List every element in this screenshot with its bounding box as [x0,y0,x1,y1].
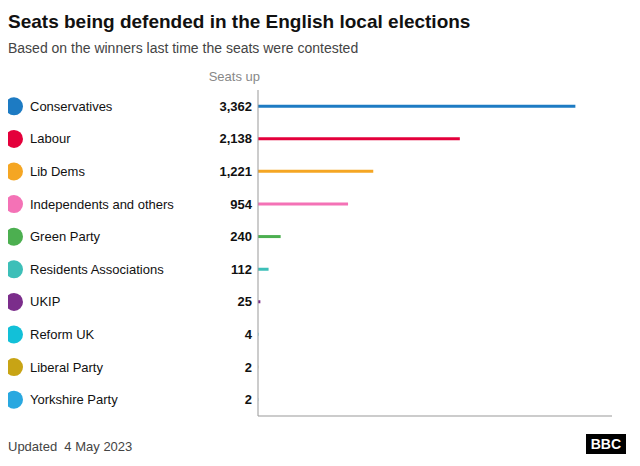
svg-text:UKIP: UKIP [30,294,60,309]
html-text:Updated 4 May 2023: Updated 4 May 2023 [8,439,133,454]
html-text:Seats up: Seats up [208,69,260,84]
svg-text:2,138: 2,138 [219,131,252,146]
svg-text:Liberal Party: Liberal Party [30,360,103,375]
svg-text:2: 2 [245,360,252,375]
svg-text:Residents Associations: Residents Associations [30,262,164,277]
svg-text:112: 112 [231,262,252,277]
svg-text:Reform UK: Reform UK [30,327,95,342]
svg-text:Labour: Labour [30,131,71,146]
svg-text:Independents and others: Independents and others [30,197,174,212]
svg-text:25: 25 [238,294,252,309]
svg-text:954: 954 [230,197,252,212]
svg-text:Green Party: Green Party [30,229,101,244]
svg-text:Lib Dems: Lib Dems [30,164,85,179]
html-text:BBC: BBC [590,436,621,452]
html-text:Seats being defended in the En: Seats being defended in the English loca… [8,11,471,32]
svg-text:Conservatives: Conservatives [30,99,113,114]
svg-text:3,362: 3,362 [219,99,252,114]
svg-text:2: 2 [245,392,252,407]
svg-text:1,221: 1,221 [219,164,252,179]
svg-text:240: 240 [230,229,252,244]
html-text:Based on the winners last time: Based on the winners last time the seats… [8,40,359,56]
svg-text:Yorkshire Party: Yorkshire Party [30,392,118,407]
svg-text:4: 4 [245,327,253,342]
